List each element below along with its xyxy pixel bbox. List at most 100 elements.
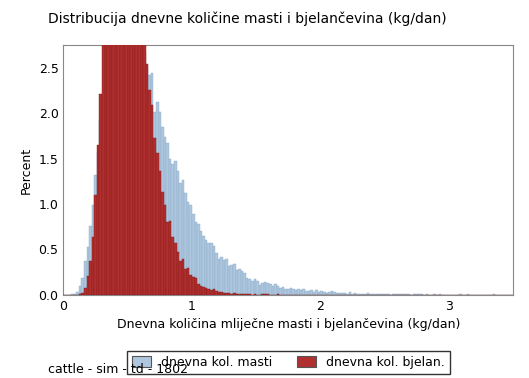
Bar: [130, 0, 133, 295]
Bar: [333, 292, 336, 295]
Bar: [343, 293, 346, 295]
Bar: [202, 287, 205, 295]
Bar: [133, 0, 135, 295]
Bar: [405, 294, 408, 295]
Bar: [215, 253, 217, 295]
X-axis label: Dnevna količina mliječne masti i bjelančevina (kg/dan): Dnevna količina mliječne masti i bjelanč…: [116, 318, 460, 331]
Bar: [81, 293, 84, 295]
Bar: [321, 291, 323, 295]
Bar: [269, 285, 271, 295]
Bar: [303, 290, 305, 295]
Bar: [210, 290, 213, 295]
Bar: [110, 39, 112, 295]
Bar: [148, 90, 151, 295]
Bar: [233, 293, 235, 295]
Bar: [99, 94, 102, 295]
Bar: [274, 285, 277, 295]
Bar: [105, 90, 107, 295]
Bar: [102, 25, 105, 295]
Bar: [145, 67, 148, 295]
Bar: [125, 0, 127, 295]
Bar: [107, 65, 110, 295]
Bar: [282, 287, 285, 295]
Bar: [205, 240, 207, 295]
Y-axis label: Percent: Percent: [20, 147, 33, 194]
Bar: [238, 294, 241, 295]
Bar: [84, 261, 87, 295]
Bar: [89, 226, 92, 295]
Bar: [325, 293, 328, 295]
Bar: [123, 8, 125, 295]
Bar: [233, 264, 235, 295]
Bar: [187, 202, 189, 295]
Bar: [367, 293, 369, 295]
Bar: [307, 291, 310, 295]
Bar: [261, 282, 264, 295]
Bar: [163, 136, 166, 295]
Bar: [84, 288, 87, 295]
Bar: [346, 294, 349, 295]
Bar: [169, 160, 171, 295]
Bar: [184, 193, 187, 295]
Bar: [115, 0, 117, 295]
Bar: [213, 290, 215, 295]
Bar: [241, 294, 243, 295]
Bar: [231, 294, 233, 295]
Text: cattle - sim - td - 1802: cattle - sim - td - 1802: [48, 363, 188, 376]
Legend: dnevna kol. masti, dnevna kol. bjelan.: dnevna kol. masti, dnevna kol. bjelan.: [127, 351, 450, 374]
Bar: [249, 294, 251, 295]
Bar: [189, 205, 192, 295]
Bar: [377, 294, 379, 295]
Bar: [99, 120, 102, 295]
Bar: [174, 243, 177, 295]
Bar: [192, 214, 195, 295]
Bar: [295, 290, 297, 295]
Bar: [305, 291, 307, 295]
Bar: [372, 294, 375, 295]
Bar: [243, 273, 246, 295]
Bar: [375, 294, 377, 295]
Bar: [249, 279, 251, 295]
Bar: [207, 243, 210, 295]
Bar: [135, 0, 138, 295]
Bar: [74, 294, 76, 295]
Bar: [138, 29, 141, 295]
Bar: [228, 293, 231, 295]
Bar: [153, 112, 156, 295]
Bar: [313, 292, 315, 295]
Bar: [187, 268, 189, 295]
Bar: [235, 270, 238, 295]
Bar: [361, 294, 364, 295]
Bar: [179, 262, 181, 295]
Bar: [135, 24, 138, 295]
Bar: [192, 277, 195, 295]
Bar: [169, 221, 171, 295]
Bar: [141, 2, 143, 295]
Bar: [166, 222, 169, 295]
Bar: [246, 278, 249, 295]
Bar: [110, 0, 112, 295]
Bar: [220, 257, 223, 295]
Bar: [166, 143, 169, 295]
Bar: [223, 260, 225, 295]
Bar: [163, 205, 166, 295]
Bar: [364, 294, 367, 295]
Bar: [138, 0, 141, 295]
Bar: [225, 259, 228, 295]
Bar: [264, 294, 267, 295]
Bar: [89, 260, 92, 295]
Bar: [354, 293, 357, 295]
Bar: [159, 112, 161, 295]
Bar: [264, 282, 267, 295]
Bar: [161, 127, 163, 295]
Bar: [171, 164, 174, 295]
Bar: [277, 286, 279, 295]
Bar: [241, 271, 243, 295]
Bar: [207, 289, 210, 295]
Bar: [181, 259, 184, 295]
Bar: [223, 293, 225, 295]
Bar: [315, 290, 318, 295]
Bar: [107, 0, 110, 295]
Bar: [123, 0, 125, 295]
Bar: [148, 75, 151, 295]
